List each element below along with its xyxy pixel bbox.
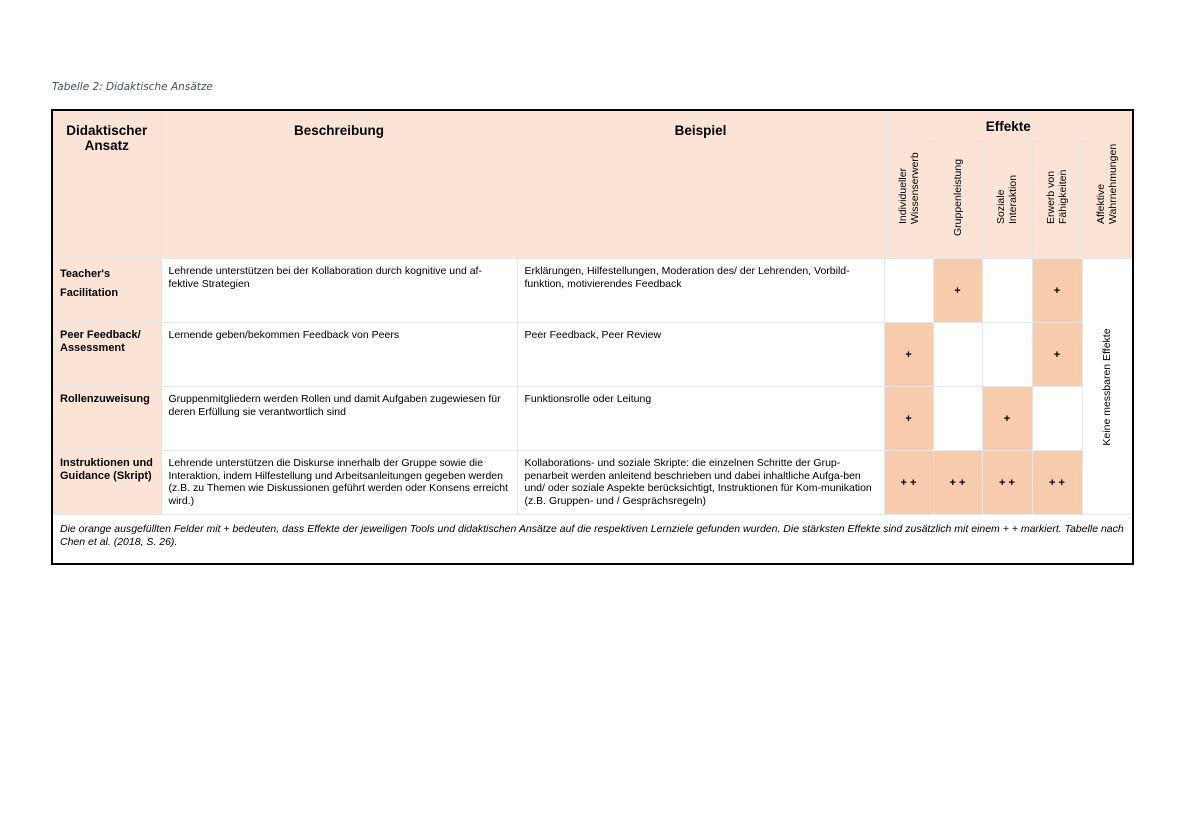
header-effect-col: Soziale Interaktion: [981, 141, 1033, 259]
effect-cell: [1031, 386, 1083, 451]
row-approach: Instruktionen und Guidance (Skript): [51, 450, 162, 515]
effect-cell: [981, 322, 1033, 387]
row-approach: Peer Feedback/ Assessment: [51, 322, 162, 387]
effect-cell: + +: [932, 450, 983, 515]
affective-note: Keine messbaren Effekte: [1101, 327, 1114, 446]
header-description: Beschreibung: [160, 109, 518, 259]
row-example: Erklärungen, Hilfestellungen, Moderation…: [516, 258, 885, 323]
effect-cell: + +: [981, 450, 1033, 515]
effect-cell: +: [981, 386, 1033, 451]
affective-note-cell: Keine messbaren Effekte: [1081, 258, 1134, 515]
row-example: Kollaborations- und soziale Skripte: die…: [516, 450, 885, 515]
row-example: Funktionsrolle oder Leitung: [516, 386, 885, 451]
header-effects: Effekte: [883, 109, 1134, 142]
header-example: Beispiel: [516, 109, 885, 259]
table-row: Instruktionen und Guidance (Skript) Lehr…: [51, 450, 1133, 515]
header-effect-col: Erwerb von Fähigkeiten: [1031, 141, 1083, 259]
effect-cell: +: [883, 386, 934, 451]
effect-cell: +: [1031, 322, 1083, 387]
didactic-approaches-table: Didaktischer Ansatz Beschreibung Beispie…: [51, 109, 1135, 565]
effect-cell: [932, 386, 983, 451]
effect-cell: [932, 322, 983, 387]
row-approach: Rollenzuweisung: [51, 386, 162, 451]
row-description: Lernende geben/bekommen Feedback von Pee…: [160, 322, 518, 387]
effect-cell: [883, 258, 934, 323]
row-approach: Teacher's Facilitation: [51, 258, 162, 323]
row-example: Peer Feedback, Peer Review: [516, 322, 885, 387]
effect-cell: +: [932, 258, 983, 323]
header-effect-col: Gruppenleistung: [932, 141, 983, 259]
effect-cell: + +: [883, 450, 934, 515]
header-effect-col: Individueller Wissenserwerb: [883, 141, 934, 259]
header-approach: Didaktischer Ansatz: [51, 109, 162, 259]
row-description: Lehrende unterstützen bei der Kollaborat…: [160, 258, 518, 323]
row-description: Gruppenmitgliedern werden Rollen und dam…: [160, 386, 518, 451]
row-description: Lehrende unterstützen die Diskurse inner…: [160, 450, 518, 515]
effect-cell: +: [883, 322, 934, 387]
effect-cell: +: [1031, 258, 1083, 323]
effect-cell: [981, 258, 1033, 323]
table-footnote: Die orange ausgefüllten Felder mit + bed…: [51, 514, 1134, 565]
effect-cell: + +: [1031, 450, 1083, 515]
table-row: Teacher's Facilitation Lehrende unterstü…: [51, 258, 1134, 515]
header-effect-col: Affektive Wahrnehmungen: [1081, 141, 1134, 259]
table-caption: Tabelle 2: Didaktische Ansätze: [52, 81, 213, 93]
table-row: Rollenzuweisung Gruppenmitgliedern werde…: [51, 386, 1133, 451]
table-row: Peer Feedback/ Assessment Lernende geben…: [51, 322, 1133, 387]
